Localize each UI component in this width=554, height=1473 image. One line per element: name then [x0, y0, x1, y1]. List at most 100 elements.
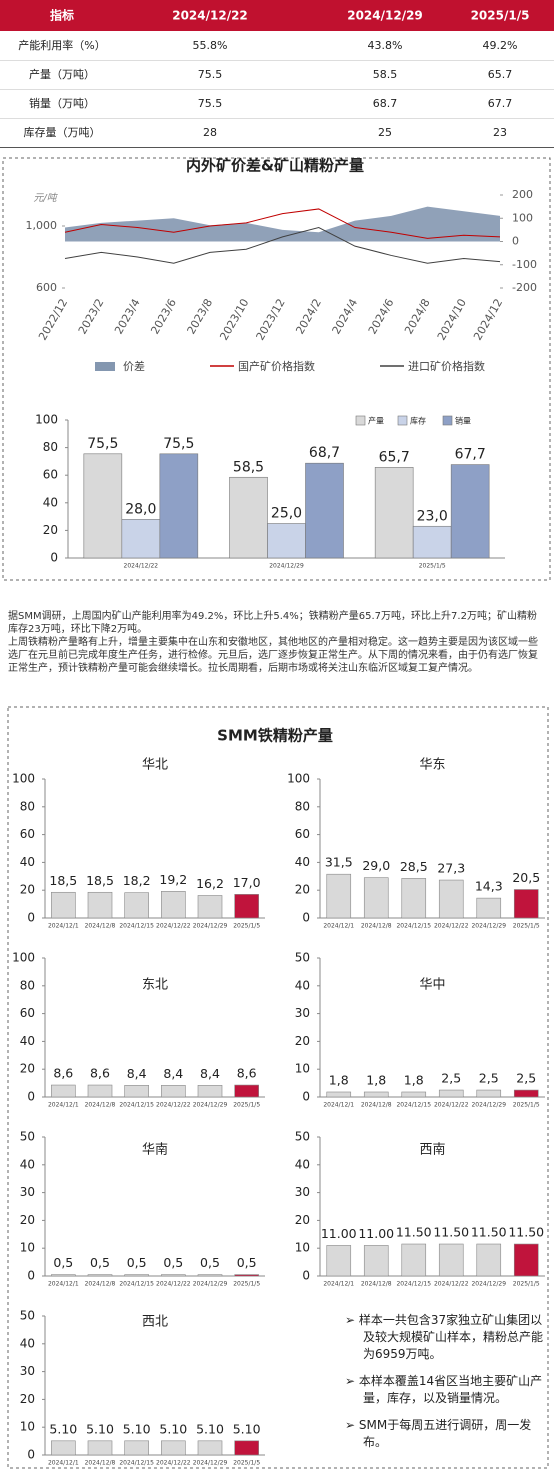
value-label: 1,8 — [329, 1072, 349, 1087]
bar — [161, 891, 186, 919]
y-tick-label: 100 — [287, 772, 310, 786]
y-tick-label: 0 — [50, 551, 58, 565]
value-label: 5.10 — [196, 1421, 224, 1436]
bar — [412, 525, 452, 559]
bar — [363, 1091, 389, 1098]
x-tick-label: 2024/12/15 — [119, 1281, 154, 1288]
y-tick-label: 10 — [295, 1062, 310, 1076]
x-tick-label: 2024/12/8 — [361, 923, 392, 930]
y-tick-label: 40 — [295, 1157, 310, 1171]
value-label: 8,6 — [53, 1066, 73, 1081]
note: SMM于每周五进行调研，周一发布。 — [345, 1417, 543, 1451]
x-tick-label: 2024/12/22 — [156, 1460, 191, 1467]
bar — [87, 1274, 113, 1277]
y-tick-label: 100 — [12, 772, 35, 786]
value-label: 58,5 — [233, 459, 264, 475]
value-label: 11.50 — [508, 1225, 544, 1240]
section-title: SMM铁精粉产量 — [217, 727, 333, 745]
bar — [326, 1091, 352, 1098]
x-tick-label: 2024/12/1 — [48, 1460, 79, 1467]
y-tick-label: 10 — [295, 1241, 310, 1255]
x-tick-label: 2024/12/8 — [85, 1281, 116, 1288]
value-label: 25,0 — [271, 506, 302, 522]
table-cell: 产量（万吨） — [29, 67, 95, 81]
value-label: 31,5 — [325, 855, 353, 870]
value-label: 5.10 — [233, 1421, 261, 1436]
bar — [197, 895, 223, 919]
x-tick-label: 2024/12/1 — [48, 923, 79, 930]
value-label: 65,7 — [379, 449, 410, 465]
y2-tick-label: 100 — [512, 211, 533, 224]
y-tick-label: 20 — [295, 883, 310, 897]
legend-swatch — [397, 415, 408, 426]
table-cell: 23 — [493, 126, 507, 139]
y-tick-label: 60 — [43, 468, 58, 482]
dashed-box — [7, 706, 549, 1469]
bar — [513, 1089, 539, 1098]
chart-title: 西北 — [142, 1315, 168, 1330]
x-tick-label: 2024/12/8 — [85, 1102, 116, 1109]
value-label: 68,7 — [309, 445, 340, 461]
bar — [438, 879, 464, 919]
y-tick-label: 20 — [20, 1392, 35, 1406]
value-label: 11.50 — [396, 1225, 432, 1240]
table-cell: 55.8% — [193, 39, 228, 52]
x-tick-label: 2024/12/22 — [156, 1102, 191, 1109]
y-tick-label: 80 — [20, 978, 35, 992]
x-tick-label: 2024/12/29 — [471, 1281, 506, 1288]
header-cell: 指标 — [50, 8, 74, 23]
x-tick-label: 2024/12/22 — [156, 1281, 191, 1288]
legend-swatch — [95, 362, 115, 371]
value-label: 2,5 — [441, 1071, 461, 1086]
x-tick-label: 2025/1/5 — [513, 1102, 540, 1109]
x-tick-label: 2024/12/22 — [156, 923, 191, 930]
x-tick-label: 2023/8 — [185, 297, 216, 337]
y-tick-label: 50 — [295, 951, 310, 965]
x-tick-label: 2024/12/29 — [269, 563, 304, 570]
value-label: 5.10 — [86, 1421, 114, 1436]
x-tick-label: 2023/4 — [112, 297, 143, 337]
value-label: 16,2 — [196, 876, 224, 891]
x-tick-label: 2025/1/5 — [233, 923, 260, 930]
bar — [234, 1274, 259, 1277]
bar — [234, 1440, 259, 1456]
y-tick-label: 30 — [20, 1364, 35, 1378]
y-tick-label: 0 — [302, 1269, 310, 1283]
y-tick-label: 60 — [20, 827, 35, 841]
value-label: 0,5 — [90, 1255, 110, 1270]
x-tick-label: 2024/12/8 — [85, 1460, 116, 1467]
y-tick-label: 20 — [295, 1034, 310, 1048]
y-tick-label: 600 — [36, 281, 57, 294]
x-tick-label: 2024/12/29 — [193, 1281, 228, 1288]
x-tick-label: 2024/12/29 — [193, 1102, 228, 1109]
x-tick-label: 2025/1/5 — [513, 1281, 540, 1288]
bar — [229, 476, 268, 559]
bar — [401, 878, 427, 919]
value-label: 0,5 — [53, 1255, 73, 1270]
y-tick-label: 40 — [295, 978, 310, 992]
x-tick-label: 2022/12 — [36, 297, 70, 343]
y-tick-label: 0 — [27, 1090, 35, 1104]
value-label: 8,4 — [127, 1066, 147, 1081]
table-cell: 67.7 — [488, 97, 513, 110]
table-cell: 68.7 — [373, 97, 398, 110]
bar — [438, 1089, 464, 1098]
bar — [159, 453, 199, 559]
table-cell: 25 — [378, 126, 392, 139]
notes: 样本一共包含37家独立矿山集团以及较大规模矿山样本，精粉总产能为6959万吨。 … — [345, 1312, 543, 1461]
x-tick-label: 2024/12/1 — [48, 1281, 79, 1288]
value-label: 1,8 — [404, 1072, 424, 1087]
y-tick-label: 10 — [20, 1420, 35, 1434]
bar — [87, 1084, 113, 1098]
value-label: 17,0 — [233, 875, 261, 890]
y2-tick-label: -100 — [512, 258, 537, 271]
bar — [121, 519, 161, 559]
section-title: 内外矿价差&矿山精粉产量 — [186, 157, 364, 175]
x-tick-label: 2025/1/5 — [419, 563, 446, 570]
bar — [197, 1274, 223, 1277]
y-axis-label: 元/吨 — [33, 192, 58, 204]
value-label: 5.10 — [49, 1421, 77, 1436]
table-cell: 销量（万吨） — [29, 96, 95, 110]
table-cell: 产能利用率（%） — [18, 38, 105, 52]
value-label: 75,5 — [87, 436, 118, 452]
